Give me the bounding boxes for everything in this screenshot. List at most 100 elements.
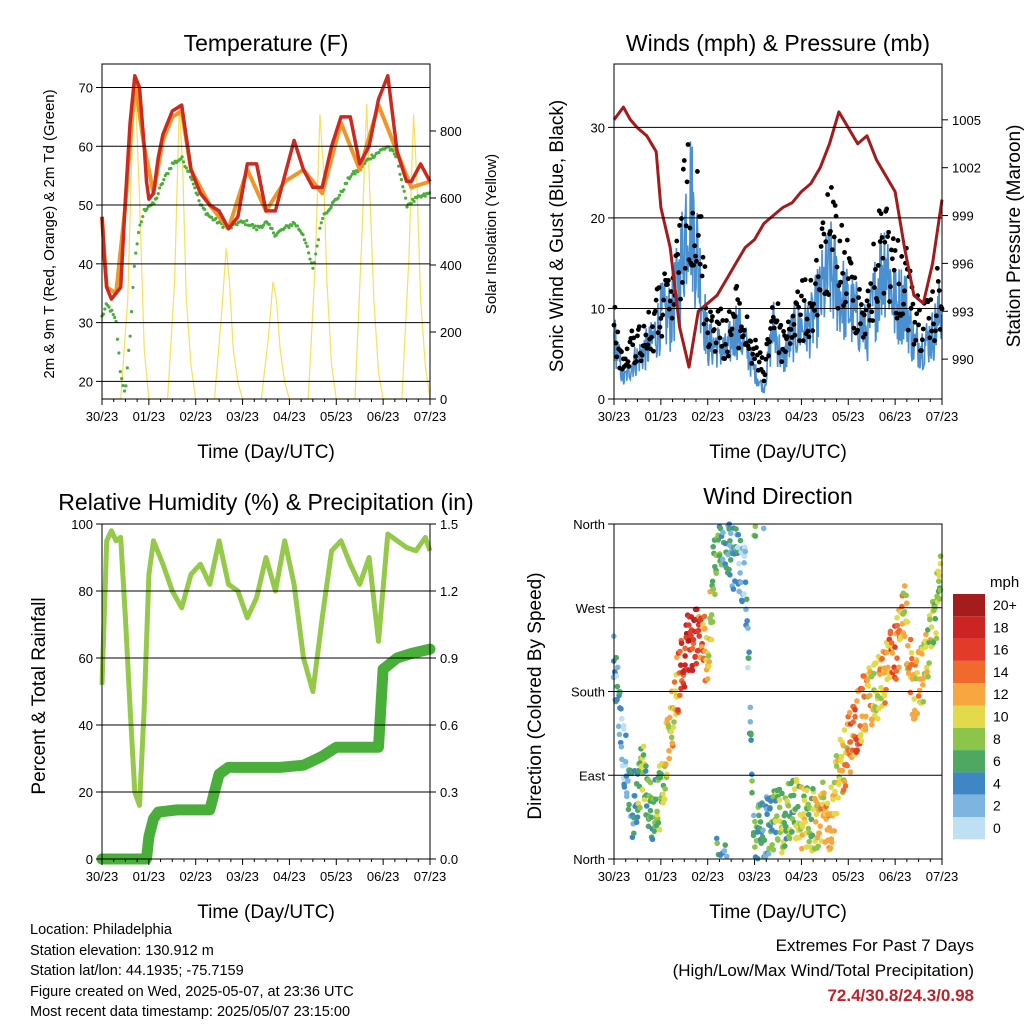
gust-point bbox=[769, 305, 775, 310]
gust-point bbox=[710, 314, 715, 319]
legend-label: 12 bbox=[993, 686, 1009, 702]
y2-tick-label: 996 bbox=[952, 256, 974, 271]
direction-point bbox=[827, 845, 834, 851]
x-tick-label: 30/23 bbox=[86, 409, 119, 424]
direction-point bbox=[682, 653, 688, 659]
gust-point bbox=[858, 321, 863, 327]
gust-point bbox=[724, 349, 730, 355]
direction-point bbox=[936, 572, 943, 579]
x-tick-label: 01/23 bbox=[645, 409, 678, 424]
direction-point bbox=[782, 810, 789, 817]
direction-point bbox=[672, 688, 679, 694]
direction-point bbox=[647, 807, 654, 814]
gust-point bbox=[732, 314, 738, 319]
dewpoint-point bbox=[242, 220, 246, 224]
direction-point bbox=[935, 578, 942, 585]
gust-point bbox=[933, 313, 939, 319]
gust-point bbox=[865, 288, 871, 294]
dewpoint-point bbox=[290, 223, 294, 228]
gust-point bbox=[808, 277, 814, 283]
dewpoint-point bbox=[235, 223, 239, 227]
direction-point bbox=[682, 662, 688, 668]
gust-point bbox=[666, 306, 672, 312]
gust-point bbox=[891, 267, 897, 273]
y-tick-label: West bbox=[576, 601, 606, 616]
direction-point bbox=[752, 523, 759, 530]
direction-point bbox=[862, 724, 869, 731]
direction-point bbox=[742, 579, 749, 586]
dewpoint-point bbox=[111, 312, 115, 317]
direction-point bbox=[846, 709, 853, 716]
dewpoint-point bbox=[253, 224, 257, 228]
gust-point bbox=[767, 339, 772, 345]
direction-point bbox=[673, 654, 680, 661]
direction-point bbox=[648, 814, 655, 821]
legend-swatch bbox=[953, 616, 985, 639]
gust-point bbox=[650, 324, 655, 330]
direction-point bbox=[671, 719, 677, 725]
dewpoint-point bbox=[349, 174, 353, 179]
direction-point bbox=[668, 728, 675, 735]
gust-point bbox=[726, 309, 732, 315]
dewpoint-point bbox=[350, 172, 354, 176]
gust-point bbox=[634, 359, 639, 364]
direction-point bbox=[774, 813, 780, 819]
direction-point bbox=[655, 820, 662, 826]
humidity-xlabel: Time (Day/UTC) bbox=[197, 902, 335, 923]
direction-point bbox=[852, 706, 858, 713]
direction-point bbox=[820, 779, 826, 786]
y2-tick-label: 990 bbox=[952, 352, 974, 367]
gust-point bbox=[798, 312, 803, 318]
direction-marks bbox=[610, 521, 944, 862]
direction-point bbox=[911, 696, 918, 702]
dewpoint-point bbox=[373, 154, 377, 158]
direction-point bbox=[888, 640, 895, 646]
y-tick-label: 0 bbox=[598, 392, 605, 407]
legend-title: mph bbox=[990, 574, 1019, 591]
dewpoint-point bbox=[210, 215, 214, 219]
humidity-axes: 0 20 40 60 80 100 0.0 0.3 0.6 0.9 1.2 1.5 30/23 01/23… bbox=[71, 517, 458, 884]
direction-point bbox=[631, 830, 637, 837]
direction-point bbox=[909, 655, 915, 662]
dewpoint-point bbox=[181, 160, 186, 164]
direction-point bbox=[893, 676, 899, 682]
winds-xlabel: Time (Day/UTC) bbox=[709, 442, 847, 463]
direction-point bbox=[681, 684, 688, 690]
x-tick-label: 02/23 bbox=[691, 409, 724, 424]
gust-point bbox=[625, 359, 631, 365]
direction-point bbox=[697, 617, 704, 623]
gust-point bbox=[811, 301, 817, 307]
direction-point bbox=[743, 596, 750, 603]
x-tick-label: 07/23 bbox=[926, 869, 959, 884]
gust-point bbox=[771, 325, 777, 331]
dewpoint-point bbox=[287, 226, 291, 230]
gust-point bbox=[889, 256, 895, 262]
direction-point bbox=[821, 790, 827, 796]
dewpoint-point bbox=[141, 214, 145, 219]
direction-point bbox=[915, 693, 922, 699]
gust-point bbox=[660, 312, 666, 318]
x-tick-label: 05/23 bbox=[832, 869, 865, 884]
gust-point bbox=[820, 220, 826, 226]
direction-point bbox=[833, 753, 840, 759]
dewpoint-point bbox=[127, 348, 131, 352]
dewpoint-point bbox=[307, 251, 311, 255]
gust-point bbox=[687, 225, 693, 231]
gust-point bbox=[800, 338, 806, 344]
winds-pressure-panel: Winds (mph) & Pressure (mb) 0 10 20 30 990 99… bbox=[547, 30, 1024, 463]
gust-point bbox=[692, 243, 697, 249]
gust-point bbox=[709, 318, 714, 323]
direction-point bbox=[615, 723, 622, 730]
gust-point bbox=[825, 192, 831, 197]
gust-point bbox=[831, 234, 837, 240]
gust-point bbox=[657, 324, 663, 330]
gust-point bbox=[737, 300, 742, 306]
gust-point bbox=[855, 327, 861, 333]
direction-point bbox=[730, 586, 737, 592]
dewpoint-point bbox=[134, 251, 138, 255]
dewpoint-point bbox=[319, 221, 323, 225]
gust-point bbox=[935, 279, 941, 284]
direction-point bbox=[721, 848, 728, 854]
extremes-title: Extremes For Past 7 Days bbox=[775, 936, 974, 955]
direction-point bbox=[701, 613, 708, 620]
